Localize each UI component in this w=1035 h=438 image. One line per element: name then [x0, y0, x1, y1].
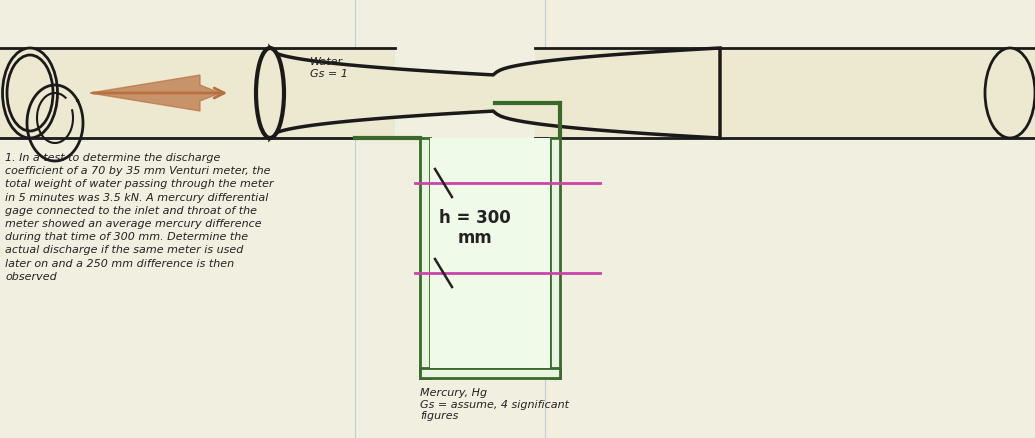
Bar [550, 138, 560, 378]
Polygon shape [90, 75, 220, 111]
Bar [535, 48, 1035, 138]
Text: Mercury, Hg
Gs = assume, 4 significant
figures: Mercury, Hg Gs = assume, 4 significant f… [420, 388, 569, 421]
Bar [420, 138, 430, 378]
Bar [420, 368, 560, 378]
Bar [0, 48, 395, 138]
Ellipse shape [985, 48, 1035, 138]
Ellipse shape [2, 48, 58, 138]
Text: 1. In a test to determine the discharge
coefficient of a 70 by 35 mm Venturi met: 1. In a test to determine the discharge … [5, 153, 273, 282]
Text: Water
Gs = 1: Water Gs = 1 [310, 57, 348, 79]
Ellipse shape [256, 48, 284, 138]
Text: h = 300
mm: h = 300 mm [439, 208, 511, 247]
Bar [430, 138, 550, 368]
Polygon shape [270, 48, 720, 138]
